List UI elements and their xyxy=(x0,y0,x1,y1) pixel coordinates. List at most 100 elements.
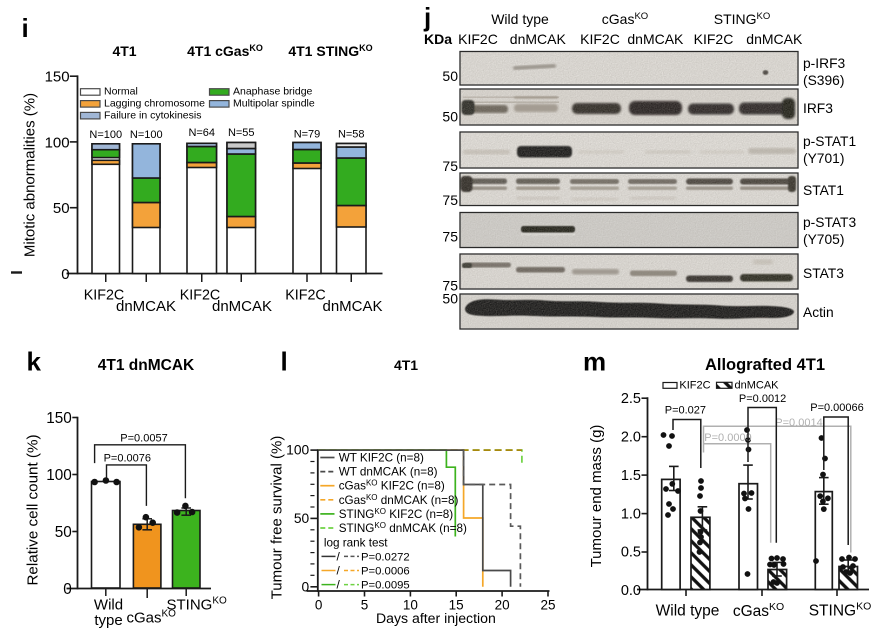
svg-text:75: 75 xyxy=(442,278,458,294)
svg-text:p-STAT3: p-STAT3 xyxy=(803,215,856,230)
svg-text:P=0.0095: P=0.0095 xyxy=(361,580,410,592)
svg-text:0: 0 xyxy=(315,597,323,612)
svg-text:(Y705): (Y705) xyxy=(803,232,844,247)
svg-text:0: 0 xyxy=(63,581,72,598)
svg-text:KIF2C: KIF2C xyxy=(285,288,326,304)
svg-text:50: 50 xyxy=(55,524,72,541)
svg-text:75: 75 xyxy=(442,192,458,208)
svg-text:m: m xyxy=(583,346,606,376)
svg-text:Allografted 4T1: Allografted 4T1 xyxy=(705,356,825,374)
svg-text:75: 75 xyxy=(442,229,458,245)
svg-text:4T1: 4T1 xyxy=(394,357,418,373)
svg-text:dnMCAK: dnMCAK xyxy=(735,380,780,392)
svg-text:50: 50 xyxy=(442,68,458,84)
svg-text:cGasKO KIF2C (n=8): cGasKO KIF2C (n=8) xyxy=(339,479,445,493)
svg-text:15: 15 xyxy=(449,597,464,612)
svg-text:KIF2C: KIF2C xyxy=(694,31,734,47)
svg-text:0: 0 xyxy=(61,266,69,283)
svg-text:N=58: N=58 xyxy=(338,129,365,141)
svg-text:75: 75 xyxy=(442,158,458,174)
svg-text:P=0.0014: P=0.0014 xyxy=(775,417,822,429)
svg-text:10: 10 xyxy=(403,597,418,612)
svg-text:Failure in cytokinesis: Failure in cytokinesis xyxy=(104,109,201,121)
svg-text:Wild type: Wild type xyxy=(491,11,549,27)
svg-text:STAT1: STAT1 xyxy=(803,183,844,198)
svg-text:STINGKO KIF2C (n=8): STINGKO KIF2C (n=8) xyxy=(339,507,454,521)
svg-text:dnMCAK: dnMCAK xyxy=(746,31,803,47)
svg-text:N=64: N=64 xyxy=(188,127,215,139)
svg-text:4T1 cGasKO: 4T1 cGasKO xyxy=(187,43,263,59)
svg-text:KDa: KDa xyxy=(424,31,452,47)
svg-text:Mitotic abnormalities (%): Mitotic abnormalities (%) xyxy=(22,93,39,257)
svg-text:p-IRF3: p-IRF3 xyxy=(803,56,845,71)
svg-text:type: type xyxy=(94,612,122,629)
svg-text:j: j xyxy=(423,2,431,32)
svg-text:/: / xyxy=(337,549,341,563)
svg-text:50: 50 xyxy=(442,109,458,125)
svg-text:Normal: Normal xyxy=(104,86,138,98)
svg-text:N=55: N=55 xyxy=(228,127,255,139)
svg-text:WT dnMCAK (n=8): WT dnMCAK (n=8) xyxy=(339,466,438,479)
svg-text:k: k xyxy=(27,346,42,376)
svg-text:KIF2C: KIF2C xyxy=(84,288,125,304)
svg-text:P=0.0012: P=0.0012 xyxy=(739,393,786,405)
svg-text:0.0: 0.0 xyxy=(621,583,641,599)
svg-text:dnMCAK: dnMCAK xyxy=(627,31,684,47)
svg-text:p-STAT1: p-STAT1 xyxy=(803,134,856,149)
svg-text:STINGKO dnMCAK (n=8): STINGKO dnMCAK (n=8) xyxy=(339,521,467,535)
svg-text:P=0.00066: P=0.00066 xyxy=(810,402,864,414)
svg-text:P=0.027: P=0.027 xyxy=(665,405,706,417)
svg-text:0.5: 0.5 xyxy=(621,545,641,561)
svg-text:50: 50 xyxy=(53,200,70,217)
svg-text:N=100: N=100 xyxy=(89,129,122,141)
svg-text:100: 100 xyxy=(45,134,70,151)
svg-text:Days after injection: Days after injection xyxy=(376,610,496,626)
svg-text:STINGKO: STINGKO xyxy=(809,601,872,620)
svg-text:(Y701): (Y701) xyxy=(803,151,844,166)
svg-text:dnMCAK: dnMCAK xyxy=(322,298,382,315)
svg-text:P=0.0272: P=0.0272 xyxy=(361,551,410,563)
svg-text:(S396): (S396) xyxy=(803,73,844,88)
svg-text:STINGKO: STINGKO xyxy=(714,11,771,27)
svg-text:P=0.0076: P=0.0076 xyxy=(104,453,151,465)
svg-text:1.0: 1.0 xyxy=(621,506,641,522)
svg-text:Wild type: Wild type xyxy=(656,603,720,620)
svg-text:/: / xyxy=(337,578,341,592)
svg-text:N=100: N=100 xyxy=(130,129,163,141)
svg-text:i: i xyxy=(22,13,29,43)
svg-text:l: l xyxy=(281,346,288,376)
svg-text:150: 150 xyxy=(45,69,70,86)
svg-text:log rank test: log rank test xyxy=(324,536,388,549)
svg-text:STAT3: STAT3 xyxy=(803,266,844,281)
svg-text:dnMCAK: dnMCAK xyxy=(510,31,567,47)
svg-text:Lagging chromosome: Lagging chromosome xyxy=(104,97,205,109)
svg-text:4T1 STINGKO: 4T1 STINGKO xyxy=(288,43,372,59)
svg-text:IRF3: IRF3 xyxy=(803,101,833,116)
svg-text:P=0.0009: P=0.0009 xyxy=(704,432,751,444)
svg-text:N=79: N=79 xyxy=(294,129,321,141)
svg-text:Tumour end mass (g): Tumour end mass (g) xyxy=(588,425,605,568)
svg-text:5: 5 xyxy=(361,597,369,612)
svg-text:1.5: 1.5 xyxy=(621,468,641,484)
svg-text:cGasKO dnMCAK (n=8): cGasKO dnMCAK (n=8) xyxy=(339,493,459,507)
svg-text:WT KIF2C (n=8): WT KIF2C (n=8) xyxy=(339,452,424,465)
svg-text:100: 100 xyxy=(46,467,72,484)
svg-text:/: / xyxy=(337,564,341,578)
svg-text:Actin: Actin xyxy=(803,305,834,320)
svg-text:2.5: 2.5 xyxy=(621,391,641,407)
svg-text:150: 150 xyxy=(46,410,72,427)
svg-text:P=0.0006: P=0.0006 xyxy=(361,566,410,578)
svg-text:Relative cell count (%): Relative cell count (%) xyxy=(25,434,42,585)
svg-text:Anaphase bridge: Anaphase bridge xyxy=(233,86,313,98)
svg-text:KIF2C: KIF2C xyxy=(679,380,710,392)
svg-text:25: 25 xyxy=(540,597,555,612)
svg-text:KIF2C: KIF2C xyxy=(458,31,498,47)
svg-text:100: 100 xyxy=(286,443,309,458)
svg-text:4T1: 4T1 xyxy=(112,43,136,59)
svg-text:2.0: 2.0 xyxy=(621,429,641,445)
svg-text:dnMCAK: dnMCAK xyxy=(116,298,176,315)
svg-text:KIF2C: KIF2C xyxy=(580,31,620,47)
svg-text:KIF2C: KIF2C xyxy=(180,288,221,304)
svg-text:dnMCAK: dnMCAK xyxy=(212,298,272,315)
svg-text:Wild: Wild xyxy=(94,597,123,614)
